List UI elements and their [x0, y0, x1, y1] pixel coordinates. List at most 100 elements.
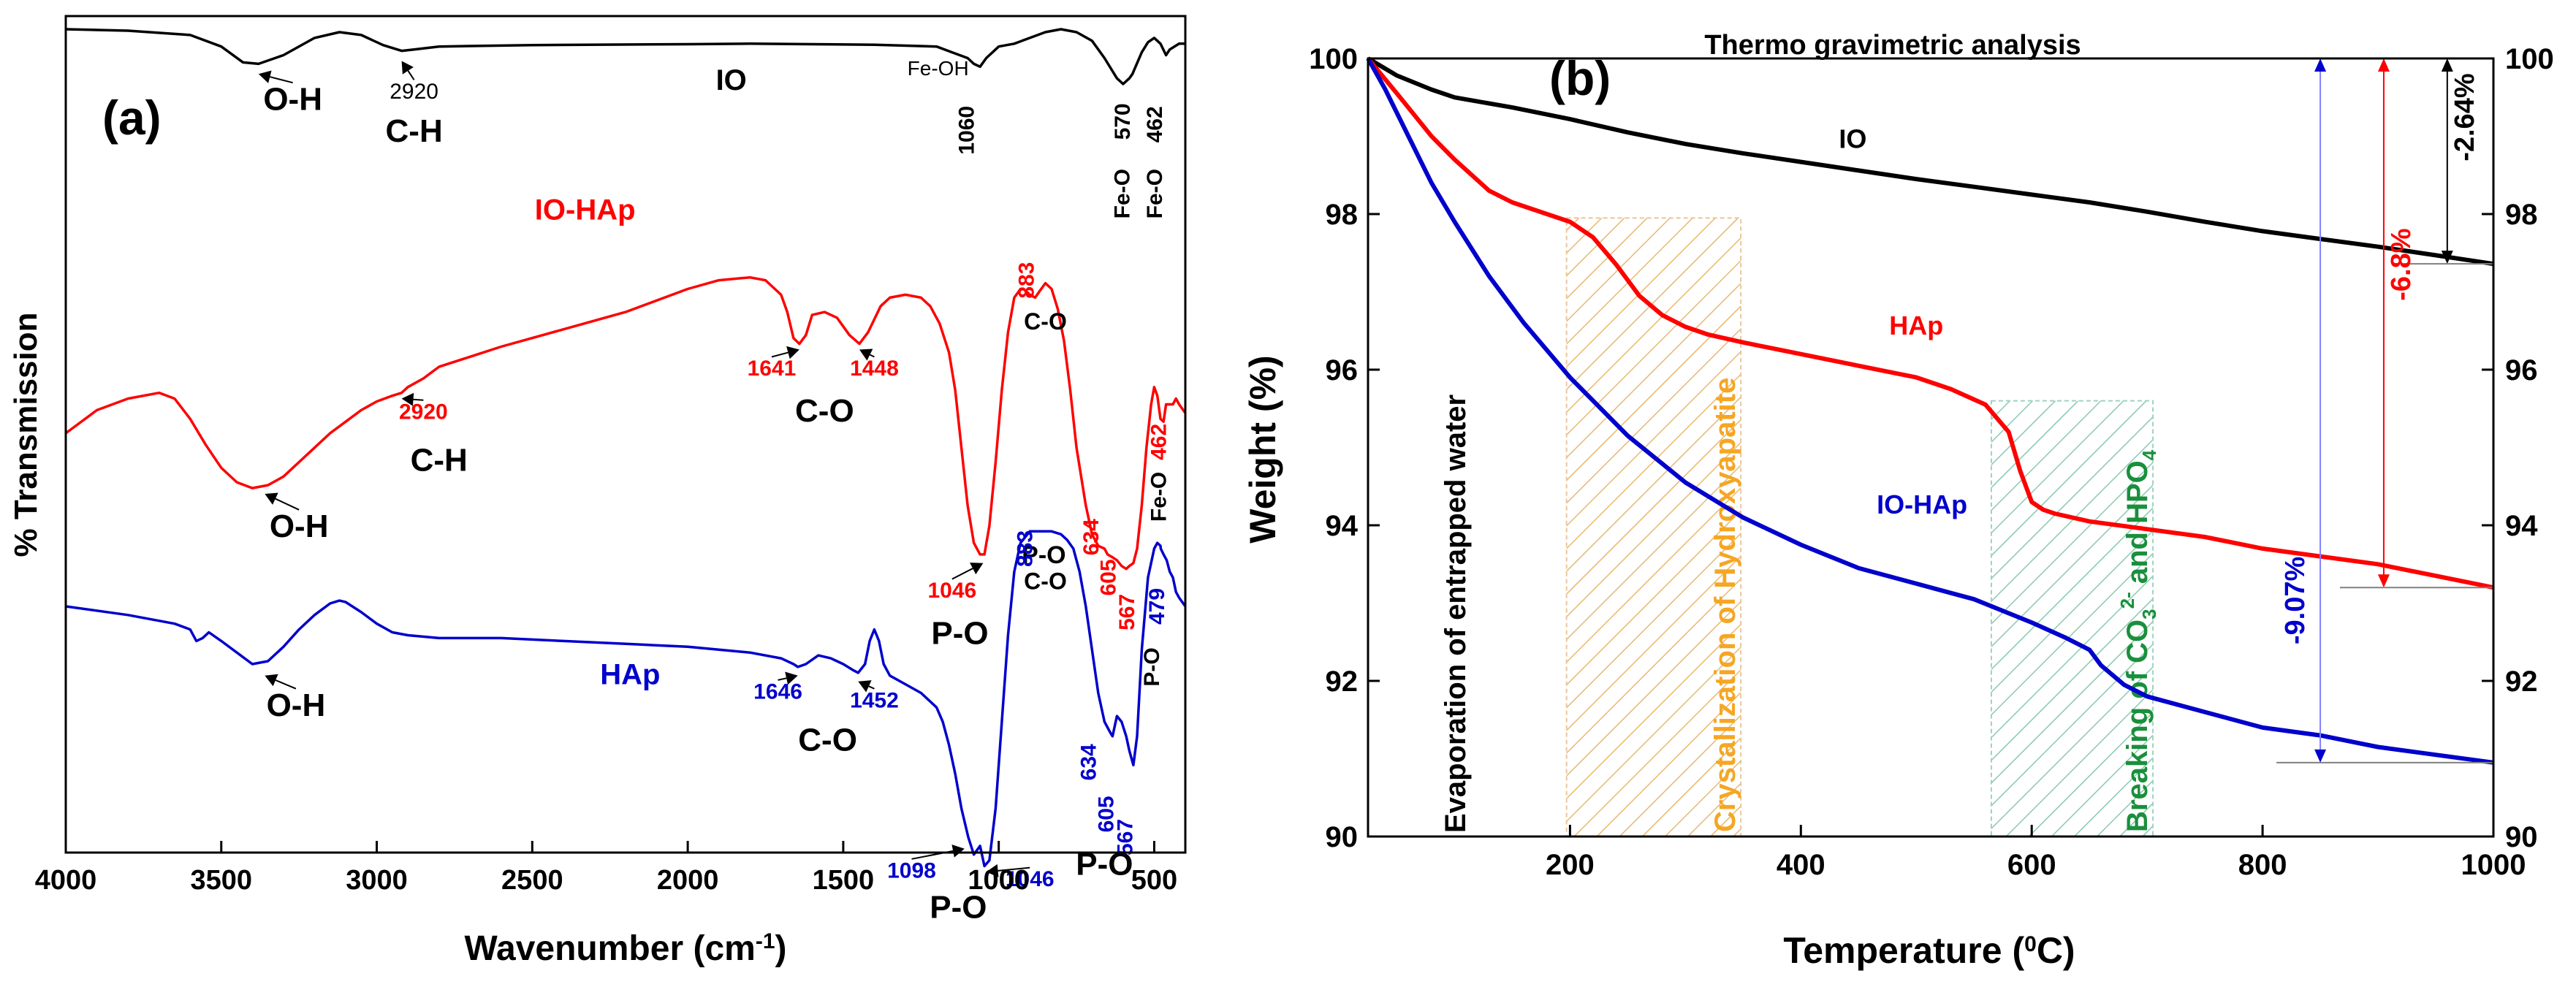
- panel-a-peak-label-567: 567: [1114, 819, 1138, 855]
- panel-a-peak-label-634: 634: [1079, 519, 1103, 555]
- panel-b-mass-loss-arrowhead-bottom: [2377, 574, 2390, 588]
- panel-a-annotation-p-o: P-O: [930, 890, 987, 926]
- panel-a-annotation-arrowhead: [785, 671, 798, 685]
- panel-b-curve-label-hap: HAp: [1889, 310, 1943, 340]
- panel-b-region-layer: Crystallization of Hydroxyapatite Breakin…: [1565, 217, 2160, 837]
- panel-b-mass-loss-arrowhead-top: [2314, 58, 2327, 72]
- panel-b-y-tick-label-right: 90: [2505, 821, 2538, 853]
- panel-a-annotation-arrow-line: [771, 351, 789, 358]
- panel-a-annotation-arrowhead: [265, 492, 278, 505]
- panel-b-mass-loss-label-io: -2.64%: [2450, 73, 2480, 161]
- panel-b-series-layer: [1366, 56, 2494, 765]
- panel-a-annotation-1448: 1448: [850, 357, 899, 381]
- panel-a-annotation-arrowhead: [258, 70, 272, 83]
- panel-b-x-tick-label: 400: [1777, 849, 1825, 881]
- panel-b-label: (b): [1549, 51, 1611, 105]
- panel-a-curve-label-hap: HAp: [600, 659, 660, 691]
- panel-a-annotation-layer: IO IO-HAp HAp O-H 2920 C-H Fe-OH O-H 2920 C-H 1641…: [258, 57, 1171, 926]
- panel-a-peak-label-1060: 1060: [955, 106, 979, 155]
- panel-a: IO IO-HAp HAp O-H 2920 C-H Fe-OH O-H 2920 C-H 1641…: [8, 15, 1187, 969]
- panel-a-peak-label-605: 605: [1096, 559, 1120, 595]
- panel-a-annotation-2920: 2920: [390, 80, 438, 104]
- panel-a-peak-label-p-o: P-O: [1140, 647, 1164, 686]
- panel-a-series-layer: [64, 28, 1187, 868]
- panel-a-x-axis-label: Wavenumber (cm-1): [465, 929, 787, 969]
- panel-a-annotation-arrow-line: [270, 76, 293, 84]
- panel-b-y-tick-label-right: 100: [2505, 43, 2554, 75]
- panel-b-region-crystallization: [1565, 217, 1742, 837]
- panel-a-curve-label-io: IO: [716, 64, 747, 96]
- panel-b-y-axis-label: Weight (%): [1242, 355, 1283, 543]
- panel-a-annotation-arrow-line: [275, 498, 300, 511]
- panel-a-peak-label-634: 634: [1076, 744, 1101, 780]
- panel-a-frame: [64, 15, 1187, 854]
- panel-b-mass-loss-label-io-hap: -9.07%: [2280, 557, 2311, 644]
- panel-a-annotation-arrowhead: [859, 348, 873, 361]
- panel-a-annotation-o-h: O-H: [263, 82, 322, 118]
- panel-a-x-tick-label: 1000: [968, 865, 1030, 896]
- panel-a-annotation-arrow-line: [778, 677, 787, 681]
- panel-a-peak-label-462: 462: [1147, 424, 1171, 460]
- panel-b-y-tick-label-right: 98: [2505, 199, 2538, 231]
- panel-a-x-tick-label: 2500: [501, 865, 563, 896]
- panel-a-peak-label-883: 883: [1014, 262, 1038, 299]
- panel-b-mass-loss-arrowhead-bottom: [2314, 749, 2327, 763]
- panel-b-curve-label-io-hap: IO-HAp: [1877, 489, 1967, 519]
- panel-a-annotation-arrowhead: [951, 845, 965, 858]
- panel-a-label: (a): [102, 91, 162, 145]
- panel-a-x-tick-label: 2000: [657, 865, 719, 896]
- panel-b-x-tick-label: 800: [2238, 849, 2287, 881]
- panel-a-peak-label-fe-o: Fe-O: [1143, 169, 1167, 218]
- panel-a-annotation-arrowhead: [786, 346, 799, 359]
- panel-a-annotation-1046: 1046: [927, 579, 976, 603]
- panel-b-y-tick-label-left: 96: [1326, 354, 1359, 386]
- panel-a-annotation-c-o: C-O: [795, 393, 854, 429]
- panel-a-annotation-arrow-line: [951, 568, 973, 580]
- panel-b-series-hap: [1366, 57, 2494, 590]
- panel-a-x-tick-label: 500: [1131, 865, 1177, 896]
- panel-b-mass-loss-arrowhead-top: [2441, 58, 2453, 72]
- panel-b-y-tick-label-left: 90: [1326, 821, 1359, 853]
- panel-a-annotation-c-h: C-H: [411, 442, 468, 478]
- panel-a-peak-label-883: 883: [1014, 530, 1038, 567]
- panel-a-y-axis-label: % Transmission: [8, 312, 44, 557]
- panel-b-region-label-crystallization: Crystallization of Hydroxyapatite: [1709, 378, 1741, 832]
- panel-b-annotation-layer: IO HAp IO-HAp -2.64% -6.8% -9.07%: [1839, 58, 2493, 763]
- panel-b-mass-loss-arrowhead-top: [2377, 58, 2390, 72]
- panel-a-annotation-arrowhead: [858, 680, 872, 693]
- panel-a-annotation-arrow-line: [275, 679, 297, 690]
- panel-b-curve-label-io: IO: [1839, 123, 1866, 153]
- panel-a-series-io: [65, 28, 1185, 85]
- panel-b-x-axis-label: Temperature (0C): [1783, 930, 2075, 971]
- panel-a-peak-label-479: 479: [1145, 588, 1169, 625]
- panel-a-x-tick-label: 3000: [346, 865, 408, 896]
- panel-a-peak-label-570: 570: [1111, 103, 1135, 140]
- panel-a-annotation-c-o: C-O: [798, 723, 857, 758]
- panel-a-annotation-arrow-line: [868, 685, 875, 690]
- panel-a-peak-label-462: 462: [1143, 106, 1167, 142]
- panel-a-annotation-p-o: P-O: [931, 615, 988, 651]
- panel-b-series-io: [1367, 56, 2494, 267]
- panel-a-annotation-c-h: C-H: [386, 113, 443, 149]
- panel-a-annotation-1641: 1641: [748, 357, 797, 381]
- panel-a-annotation-1046: 1046: [1006, 867, 1055, 891]
- panel-a-peak-label-567: 567: [1115, 594, 1139, 630]
- panel-b-mass-loss-arrowhead-bottom: [2441, 251, 2453, 264]
- panel-b-frame: [1367, 57, 2495, 838]
- panel-a-peak-label-605: 605: [1094, 796, 1118, 832]
- panel-a-annotation-fe-oh: Fe-OH: [908, 57, 969, 80]
- panel-a-x-tick-label: 4000: [35, 865, 97, 896]
- panel-a-annotation-c-o: C-O: [1024, 568, 1067, 594]
- panel-a-peak-label-fe-o: Fe-O: [1147, 472, 1171, 522]
- panel-a-annotation-arrowhead: [401, 61, 414, 75]
- panel-a-annotation-1452: 1452: [850, 688, 899, 712]
- panel-b-mass-loss-label-hap: -6.8%: [2386, 228, 2417, 300]
- panel-b-x-tick-label: 600: [2007, 849, 2056, 881]
- panel-a-annotation-arrow-line: [998, 866, 1030, 872]
- panel-b-y-tick-label-left: 98: [1326, 199, 1359, 231]
- panel-a-annotation-arrowhead: [986, 864, 999, 877]
- panel-a-series-io-hap: [64, 275, 1187, 571]
- panel-a-peak-label-fe-o: Fe-O: [1110, 169, 1134, 218]
